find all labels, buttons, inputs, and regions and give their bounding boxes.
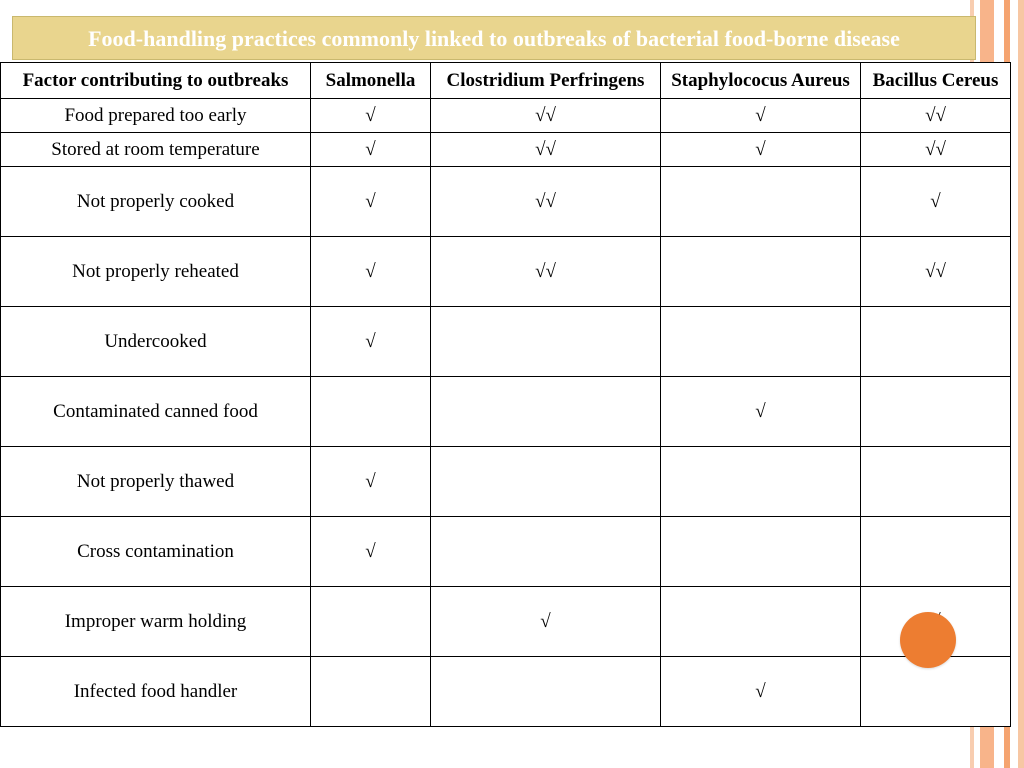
table-row: Improper warm holding√√ — [1, 587, 1011, 657]
cell-mark — [661, 307, 861, 377]
cell-mark: √ — [311, 447, 431, 517]
table-row: Infected food handler √ — [1, 657, 1011, 727]
cell-factor: Not properly thawed — [1, 447, 311, 517]
cell-mark — [861, 307, 1011, 377]
col-factor: Factor contributing to outbreaks — [1, 63, 311, 99]
cell-mark: √ — [311, 237, 431, 307]
cell-factor: Cross contamination — [1, 517, 311, 587]
cell-mark — [861, 447, 1011, 517]
table-header-row: Factor contributing to outbreaks Salmone… — [1, 63, 1011, 99]
col-staph: Staphylococus Aureus — [661, 63, 861, 99]
slide: Food-handling practices commonly linked … — [0, 0, 1024, 768]
decor-stripe — [1018, 0, 1024, 768]
cell-factor: Stored at room temperature — [1, 133, 311, 167]
cell-mark: √ — [431, 587, 661, 657]
cell-factor: Not properly reheated — [1, 237, 311, 307]
cell-mark — [431, 657, 661, 727]
cell-mark — [861, 657, 1011, 727]
cell-mark: √√ — [861, 237, 1011, 307]
cell-mark — [861, 377, 1011, 447]
table-row: Not properly thawed√ — [1, 447, 1011, 517]
cell-mark: √ — [311, 99, 431, 133]
cell-factor: Infected food handler — [1, 657, 311, 727]
cell-mark: √√ — [431, 133, 661, 167]
table-row: Stored at room temperature√√√√√√ — [1, 133, 1011, 167]
cell-factor: Food prepared too early — [1, 99, 311, 133]
cell-factor: Contaminated canned food — [1, 377, 311, 447]
cell-mark: √ — [861, 167, 1011, 237]
cell-factor: Undercooked — [1, 307, 311, 377]
decor-stripe — [1010, 0, 1018, 768]
table-row: Not properly cooked√√√√ — [1, 167, 1011, 237]
cell-mark — [311, 587, 431, 657]
cell-mark: √ — [661, 377, 861, 447]
table-row: Not properly reheated√√√√√ — [1, 237, 1011, 307]
cell-mark — [661, 517, 861, 587]
cell-mark: √ — [661, 657, 861, 727]
cell-mark — [661, 237, 861, 307]
cell-factor: Improper warm holding — [1, 587, 311, 657]
cell-mark: √√ — [431, 99, 661, 133]
cell-mark — [861, 517, 1011, 587]
cell-mark: √√ — [431, 237, 661, 307]
cell-mark: √ — [311, 517, 431, 587]
col-clostridium: Clostridium Perfringens — [431, 63, 661, 99]
cell-mark: √ — [311, 167, 431, 237]
table-container: Factor contributing to outbreaks Salmone… — [0, 62, 988, 727]
cell-mark: √ — [311, 307, 431, 377]
outbreak-table: Factor contributing to outbreaks Salmone… — [0, 62, 1011, 727]
col-salmonella: Salmonella — [311, 63, 431, 99]
decor-circle-icon — [900, 612, 956, 668]
cell-mark — [431, 377, 661, 447]
cell-mark — [311, 377, 431, 447]
table-row: Cross contamination√ — [1, 517, 1011, 587]
cell-mark: √ — [661, 133, 861, 167]
cell-mark: √ — [661, 99, 861, 133]
cell-mark: √ — [311, 133, 431, 167]
cell-mark — [661, 587, 861, 657]
cell-mark: √√ — [861, 133, 1011, 167]
cell-mark — [661, 167, 861, 237]
cell-mark: √√ — [431, 167, 661, 237]
table-row: Contaminated canned food √ — [1, 377, 1011, 447]
cell-mark — [431, 447, 661, 517]
slide-title: Food-handling practices commonly linked … — [12, 16, 976, 60]
cell-mark — [311, 657, 431, 727]
cell-mark — [431, 517, 661, 587]
cell-mark: √√ — [861, 99, 1011, 133]
cell-factor: Not properly cooked — [1, 167, 311, 237]
col-bacillus: Bacillus Cereus — [861, 63, 1011, 99]
table-row: Food prepared too early√√√√√√ — [1, 99, 1011, 133]
cell-mark — [431, 307, 661, 377]
cell-mark — [661, 447, 861, 517]
table-row: Undercooked√ — [1, 307, 1011, 377]
